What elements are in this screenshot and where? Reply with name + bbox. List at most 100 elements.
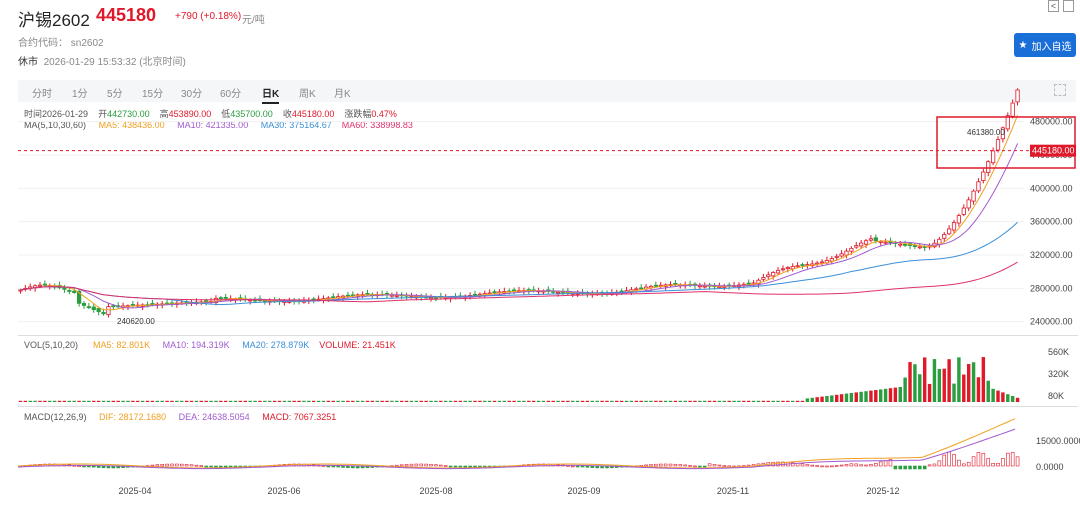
ma10-value: MA10: 421335.00 <box>177 120 249 130</box>
candle-body <box>96 308 101 313</box>
window-controls: < <box>1048 0 1074 12</box>
volume-bar <box>839 394 844 402</box>
volume-bar <box>116 400 120 402</box>
volume-bar <box>976 377 981 402</box>
market-status-label: 休市 <box>18 57 38 68</box>
volume-bar <box>292 400 296 402</box>
volume-bar <box>771 400 775 402</box>
volume-bar <box>145 400 150 402</box>
price-axis-label: 400000.00 <box>1030 183 1073 193</box>
volume-bar <box>268 400 272 402</box>
volume-bar <box>453 400 458 402</box>
tab-30min[interactable]: 30分 <box>181 89 203 100</box>
volume-bar <box>478 400 482 402</box>
collapse-icon[interactable]: < <box>1048 0 1059 12</box>
candle-body <box>766 274 771 278</box>
macd-bar <box>722 465 727 467</box>
low-value: 435700.00 <box>230 109 273 119</box>
volume-bar <box>898 387 902 402</box>
macd-bar <box>834 465 839 467</box>
volume-bar <box>82 400 86 402</box>
fullscreen-icon[interactable] <box>1054 84 1066 96</box>
candle-body <box>42 283 47 286</box>
tab-monthly[interactable]: 月K <box>334 89 351 100</box>
macd-bar <box>443 465 448 467</box>
tab-5min[interactable]: 5分 <box>107 89 123 100</box>
tab-timeshare[interactable]: 分时 <box>32 89 52 100</box>
candle-body <box>868 238 874 241</box>
macd-bar <box>981 452 986 467</box>
candle-body <box>101 311 106 315</box>
x-axis-label: 2025-04 <box>118 486 151 496</box>
volume-bar <box>654 400 658 402</box>
volume-bar <box>981 357 986 402</box>
volume-bar <box>492 400 497 402</box>
macd-bar <box>800 463 805 467</box>
volume-bar <box>834 394 839 402</box>
volume-bar <box>663 400 668 402</box>
tab-1min[interactable]: 1分 <box>72 89 88 100</box>
volume-bar <box>365 400 370 402</box>
macd-bar <box>96 465 101 468</box>
volume-bar <box>370 400 375 402</box>
macd-bar <box>874 463 878 467</box>
candle-body <box>800 264 805 266</box>
candle-body <box>844 250 849 256</box>
macd-dea: DEA: 24638.5054 <box>178 412 250 422</box>
panel-icon[interactable] <box>1063 0 1074 12</box>
volume-bar <box>150 400 155 402</box>
volume-bar <box>194 400 199 402</box>
candle-body <box>67 290 72 292</box>
volume-bar <box>336 400 340 402</box>
volume-bar <box>43 400 47 402</box>
ma60-value: MA60: 338998.83 <box>341 120 413 130</box>
volume-bar <box>341 400 345 402</box>
macd-bar <box>194 464 199 467</box>
volume-bar <box>859 391 863 402</box>
candle-body <box>942 234 947 239</box>
volume-bar <box>800 400 805 402</box>
volume-bar <box>878 389 883 402</box>
volume-bar <box>571 400 575 402</box>
volume-bar <box>233 400 238 402</box>
tab-weekly[interactable]: 周K <box>299 89 316 100</box>
close-label: 收 <box>282 109 292 119</box>
candle-body <box>785 267 790 270</box>
tab-daily[interactable]: 日K <box>262 85 280 104</box>
volume-bar <box>57 400 62 402</box>
candle-body <box>873 237 878 242</box>
macd-bar <box>199 465 204 467</box>
macd-bar <box>663 463 668 467</box>
volume-bar <box>248 400 252 402</box>
macd-bar <box>580 465 585 468</box>
candle-body <box>223 297 228 299</box>
volume-bar <box>160 400 164 402</box>
volume-bar <box>1015 397 1020 402</box>
candle-body <box>512 289 517 292</box>
macd-bar <box>209 465 213 468</box>
price-axis-label: 320000.00 <box>1030 250 1073 260</box>
tab-60min[interactable]: 60分 <box>220 89 242 100</box>
volume-bar <box>87 400 91 402</box>
macd-divider <box>18 406 1078 407</box>
macd-bar <box>404 464 409 467</box>
volume-bar <box>600 400 604 402</box>
tab-15min[interactable]: 15分 <box>142 89 164 100</box>
contract-code: 合约代码： sn2602 <box>18 34 104 49</box>
add-favorite-button[interactable]: ★ 加入自选 <box>1014 33 1076 57</box>
candle-body <box>912 245 918 248</box>
vol-axis-label: 80K <box>1048 391 1064 401</box>
volume-bar <box>126 400 130 402</box>
macd-bar <box>937 460 942 467</box>
volume-bar <box>683 400 687 402</box>
macd-bar <box>776 461 780 467</box>
market-status: 休市 2026-01-29 15:53:32 (北京时间) <box>18 53 186 68</box>
macd-bar <box>859 464 863 467</box>
macd-bar <box>414 463 419 467</box>
volume-bar <box>487 400 492 402</box>
volume-bar <box>688 400 692 402</box>
macd-bar <box>854 463 859 467</box>
volume-bar <box>204 400 208 402</box>
volume-bar <box>399 400 404 402</box>
